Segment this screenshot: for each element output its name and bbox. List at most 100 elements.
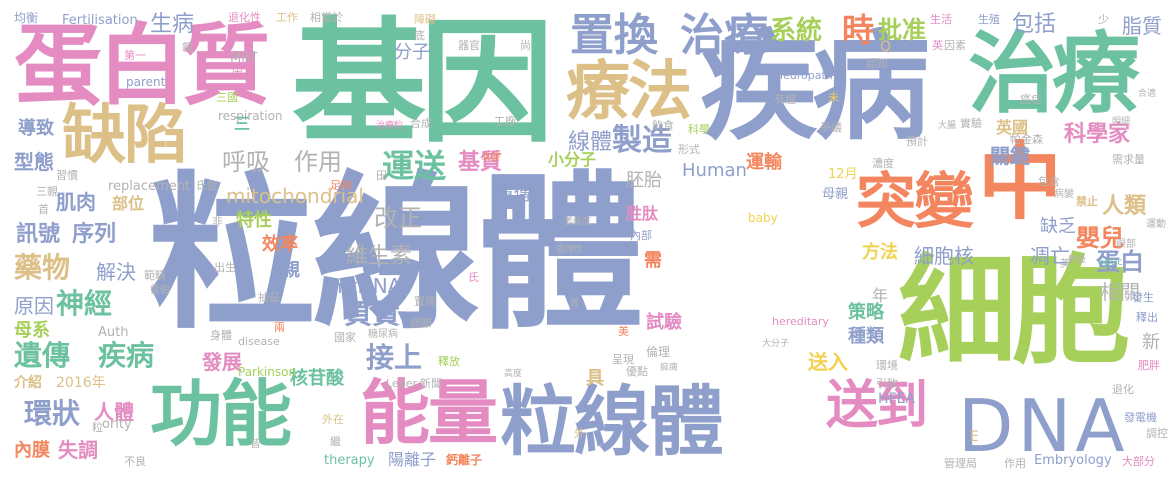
word-daozhi: 導致 xyxy=(18,118,54,139)
word-fenzi: 分子 xyxy=(394,42,430,63)
word-yichuanxing: 遺傳性 xyxy=(556,245,584,255)
word-liaofa: 療法 xyxy=(566,55,692,129)
word-yaowu: 藥物 xyxy=(14,251,71,284)
word-di: 底 xyxy=(414,29,425,42)
word-shengbing: 生病 xyxy=(150,12,195,37)
word-jieshao: 介紹 xyxy=(14,375,42,391)
word-disease: disease xyxy=(238,335,280,348)
word-gongzuo: 工作 xyxy=(276,11,298,24)
word-zuoyong: 作用 xyxy=(294,148,342,176)
word-shishi: 氏症 xyxy=(196,179,218,192)
word-fazhan: 發展 xyxy=(202,350,242,374)
word-ority: ority xyxy=(102,417,132,432)
word-waizai: 外在 xyxy=(322,413,344,426)
word-ruzhi: 需 xyxy=(644,250,662,271)
word-yichuan2: 遺傳 xyxy=(14,339,71,372)
word-pizhun: 批准 xyxy=(878,16,926,44)
word-gongchang: 工廠 xyxy=(494,115,516,128)
word-hereditary: hereditary xyxy=(772,315,829,328)
word-guojia: 國家 xyxy=(334,331,356,344)
word-mingxi: 明細 xyxy=(1112,117,1131,127)
word-jieshang: 接上 xyxy=(366,341,423,374)
word-leber: Leber xyxy=(386,377,417,390)
word-xibaohe: 細胞核 xyxy=(914,244,974,268)
word-yingguo: 英國 xyxy=(996,118,1029,137)
word-celue: 策略 xyxy=(848,302,884,323)
word-sanguo: 三國 xyxy=(216,91,238,104)
word-kexuejia: 科學家 xyxy=(1064,122,1131,147)
word-yundong: 運動 xyxy=(1146,219,1166,230)
word-yichuan1: 遺傳 xyxy=(496,184,532,205)
word-zhizhi: 脂質 xyxy=(1122,14,1162,38)
word-zhangai: 障礙 xyxy=(414,13,436,26)
word-buwei: 部位 xyxy=(112,194,145,213)
word-heshi: 合適 xyxy=(1138,89,1157,99)
word-zhiliaoli: 治療粒 xyxy=(376,121,404,131)
word-weisuo: 萎縮症 xyxy=(564,217,592,227)
word-main: 粒線體 xyxy=(148,156,644,352)
word-huanzhuang: 環狀 xyxy=(24,397,81,430)
word-jibing: 疾病 xyxy=(700,18,930,156)
word-tiaokong: 調控 xyxy=(1146,427,1168,440)
word-quexian: 缺陷 xyxy=(62,99,188,173)
word-chengxian: 呈現 xyxy=(612,353,634,366)
word-shi: 時 xyxy=(842,11,875,49)
word-zhizao: 製造 xyxy=(612,123,672,158)
word-wei: 未 xyxy=(828,91,839,104)
word-danbaizhi: 蛋白質 xyxy=(14,14,270,117)
word-auth: Auth xyxy=(98,325,129,340)
word-zhi: 質 xyxy=(570,299,580,309)
word-qiguan: 器官 xyxy=(458,39,480,52)
word-shitiao: 失調 xyxy=(58,438,98,462)
word-shengzhi: 生殖 xyxy=(978,13,1000,26)
word-xitong: 系統 xyxy=(770,16,823,46)
word-optic: optic xyxy=(1098,257,1123,268)
word-xiaofenzi: 小分子 xyxy=(548,150,597,169)
word-buliang: 不良 xyxy=(124,455,146,468)
word-gailizi: 鈣離子 xyxy=(446,453,483,467)
word-zhong: 中 xyxy=(978,133,1063,231)
word-zhiliao-big: 治療 xyxy=(968,22,1140,125)
word-yinzhi: 引致 xyxy=(876,377,898,390)
word-q: Q xyxy=(880,39,892,55)
word-muqin: 母親 xyxy=(822,187,849,202)
word-dabufen: 大部分 xyxy=(1122,455,1155,468)
word-huanjing: 環境 xyxy=(876,359,898,372)
word-xiguan: 習慣 xyxy=(56,169,78,182)
word-zhijian: 置換 xyxy=(414,295,436,308)
word-fuze: 負責 xyxy=(344,297,401,330)
word-pajinsen: 帕金森 xyxy=(1010,133,1043,146)
word-xing: 形式 xyxy=(678,143,700,156)
word-yanbu: 眼部 xyxy=(1116,239,1136,250)
word-baokuo: 包括 xyxy=(1012,12,1057,37)
word-tuihuaxing: 退化性 xyxy=(228,11,261,24)
word-kexue: 科學 xyxy=(688,123,710,136)
word-shi2: 氏 xyxy=(468,271,479,284)
word-youqu: 有趣 xyxy=(774,93,796,106)
word-gongneng: 功能 xyxy=(150,372,292,456)
word-xunhao: 訊號 xyxy=(16,222,61,247)
word-neimo: 內膜 xyxy=(14,440,50,461)
word-replacement: replacement xyxy=(108,179,191,194)
word-tianxin: 田 xyxy=(376,169,387,182)
word-yinshi: 飲食 xyxy=(652,119,674,132)
word-quefa: 缺乏 xyxy=(1040,216,1076,237)
word-xinwen: 新聞 xyxy=(420,377,442,390)
word-chusheng: 出生 xyxy=(214,261,236,274)
word-mito: mitochondrial xyxy=(226,184,364,208)
word-fasheng: 發生 xyxy=(1132,291,1154,304)
word-diyi: 第一 xyxy=(124,49,146,62)
word-liang: 兩 xyxy=(274,321,285,334)
word-guanjian: 關鍵 xyxy=(990,144,1030,168)
word-muxi: 母系 xyxy=(14,320,50,341)
word-fanchou: 範疇 xyxy=(144,269,166,282)
word-erzhi: 耳聾 xyxy=(482,153,501,163)
word-shiyan: 試驗 xyxy=(646,312,682,333)
word-jiuqian: 年 xyxy=(872,286,889,305)
word-jiejue: 解決 xyxy=(96,260,136,284)
word-shang: 尚 xyxy=(520,39,531,52)
word-zhiliao2: 治療 xyxy=(680,10,768,61)
word-zuoyong2: 作用 xyxy=(1004,457,1026,470)
word-shao: 少 xyxy=(1098,13,1109,26)
word-dafenzi: 大分子 xyxy=(762,339,790,349)
